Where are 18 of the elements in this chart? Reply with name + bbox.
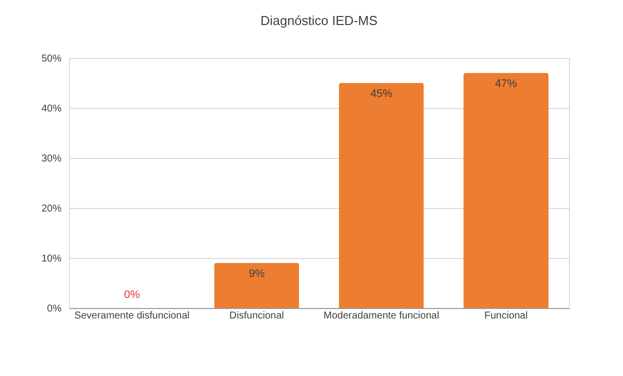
bar: [214, 263, 300, 308]
x-tick-label: Disfuncional: [229, 310, 284, 322]
x-tick-label: Severamente disfuncional: [74, 310, 190, 322]
y-tick-label: 30%: [41, 154, 62, 164]
y-tick-label: 0%: [47, 304, 62, 314]
data-label: 9%: [248, 268, 265, 280]
y-tick-label: 10%: [41, 254, 62, 264]
bar: [464, 73, 549, 308]
x-tick-label: Moderadamente funcional: [324, 310, 440, 322]
data-label: 47%: [495, 78, 518, 90]
data-label: 0%: [124, 289, 140, 301]
bar: [338, 83, 424, 308]
data-label: 45%: [370, 88, 393, 100]
y-tick-label: 50%: [41, 54, 62, 64]
chart-title: Diagnóstico IED-MS: [260, 13, 378, 28]
y-tick-label: 40%: [41, 104, 62, 114]
y-tick-label: 20%: [41, 204, 62, 214]
x-tick-label: Funcional: [484, 310, 528, 322]
